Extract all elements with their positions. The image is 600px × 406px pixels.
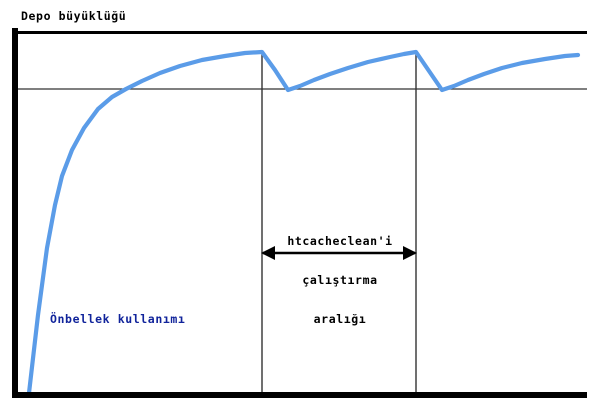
- interval-annotation-line-3: aralığı: [313, 312, 367, 326]
- y-axis: [12, 28, 18, 398]
- x-axis: [12, 392, 587, 398]
- interval-annotation-line-1: htcacheclean'i: [287, 234, 393, 248]
- cache-usage-curve: [26, 49, 581, 396]
- series-label-cache-usage: Önbellek kullanımı: [50, 312, 186, 326]
- interval-annotation-line-2: çalıştırma: [302, 273, 378, 287]
- interval-annotation: htcacheclean'i çalıştırma aralığı: [262, 209, 418, 352]
- interval-arrow: [261, 246, 417, 260]
- page-title: Depo büyüklüğü: [21, 9, 127, 23]
- plot-area: [12, 28, 587, 398]
